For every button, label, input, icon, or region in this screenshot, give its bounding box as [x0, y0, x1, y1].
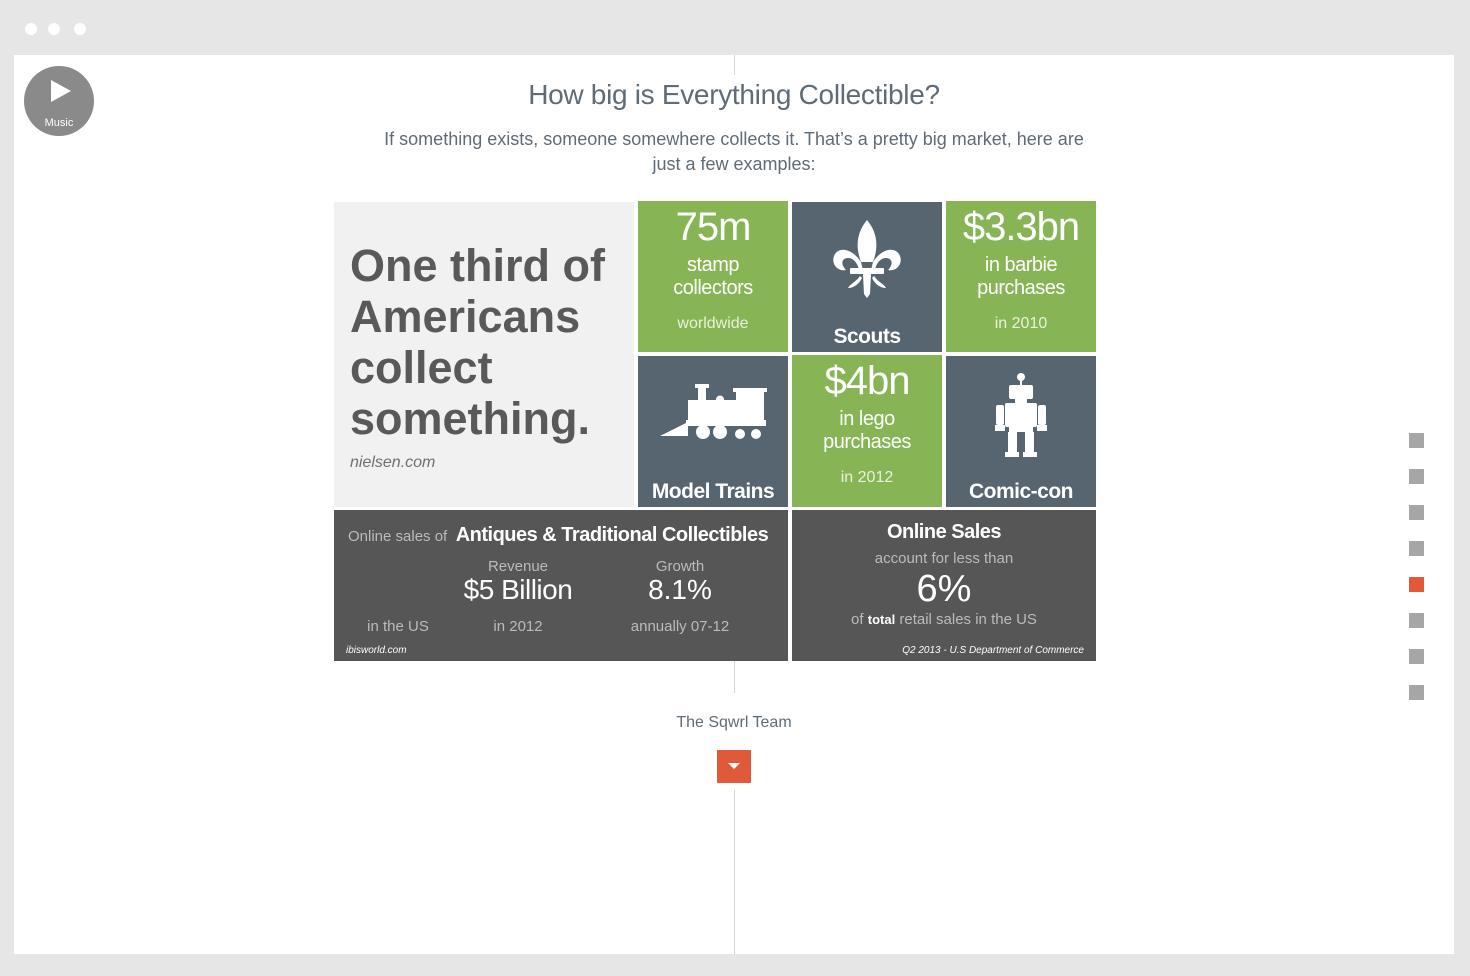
pager-dot[interactable]: [1409, 649, 1424, 664]
timeline-line-bottom: [734, 790, 735, 954]
barbie-number: $3.3bn: [962, 205, 1080, 249]
scroll-down-button[interactable]: [717, 750, 751, 783]
trains-tile: Model Trains: [638, 356, 788, 507]
antiques-title: Antiques & Traditional Collectibles: [455, 524, 769, 546]
lego-note: in 2012: [840, 469, 894, 486]
music-button[interactable]: Music: [24, 66, 94, 136]
page-title: How big is Everything Collectible?: [528, 79, 940, 110]
antiques-period: annually 07-12: [630, 618, 730, 635]
pager-dot[interactable]: [1409, 469, 1424, 484]
revenue-label: Revenue: [487, 558, 549, 575]
stamps-tile: 75m stamp collectors worldwide: [638, 201, 788, 352]
timeline-line-middle: [734, 661, 735, 693]
chevron-down-icon: [728, 763, 740, 769]
online-line-1: account for less than: [874, 550, 1014, 567]
comiccon-label: Comic-con: [968, 480, 1074, 503]
pager-dot[interactable]: [1409, 541, 1424, 556]
quote-line: collect: [350, 342, 493, 393]
antiques-region: in the US: [367, 618, 429, 635]
barbie-line-2: purchases: [977, 277, 1065, 299]
lego-tile: $4bn in lego purchases in 2012: [792, 355, 942, 507]
barbie-note: in 2010: [994, 315, 1048, 332]
barbie-line-1: in barbie: [984, 254, 1058, 276]
revenue-value: $5 Billion: [463, 574, 573, 605]
timeline-line-top: [734, 55, 735, 75]
comiccon-tile: Comic-con: [946, 356, 1096, 507]
stamps-number: 75m: [675, 205, 752, 249]
fleur-de-lis-icon: [833, 220, 901, 298]
stamps-line-1: stamp: [687, 254, 739, 276]
quote-line: Americans: [350, 291, 581, 342]
music-label: Music: [44, 117, 74, 129]
antiques-tile: Online sales of Antiques & Traditional C…: [334, 510, 788, 661]
pager-dot-active[interactable]: [1409, 577, 1424, 592]
quote-source: nielsen.com: [350, 454, 436, 471]
antiques-source: ibisworld.com: [346, 645, 407, 656]
pager-dot[interactable]: [1409, 613, 1424, 628]
antiques-year: in 2012: [493, 618, 543, 635]
lego-line-2: purchases: [823, 431, 911, 453]
pager-dot[interactable]: [1409, 505, 1424, 520]
online-sales-tile: Online Sales account for less than 6% of…: [792, 510, 1096, 661]
stamps-note: worldwide: [677, 315, 749, 332]
scouts-tile: Scouts: [792, 202, 942, 352]
online-line-2: of total retail sales in the US: [792, 611, 1096, 628]
antiques-header: Online sales of Antiques & Traditional C…: [348, 524, 769, 547]
window-minimize-button[interactable]: [48, 23, 60, 35]
online-post: retail sales in the US: [899, 611, 1037, 628]
growth-value: 8.1%: [648, 574, 712, 605]
subtitle-line-2: just a few examples:: [652, 154, 816, 174]
window-close-button[interactable]: [25, 23, 37, 35]
quote-tile: One third of Americans collect something…: [334, 202, 634, 507]
pager-dot[interactable]: [1409, 685, 1424, 700]
robot-icon: [995, 373, 1047, 457]
play-icon: [51, 80, 71, 102]
lego-line-1: in lego: [839, 408, 895, 430]
online-bold: total: [867, 612, 896, 627]
online-title: Online Sales: [886, 521, 1002, 543]
barbie-tile: $3.3bn in barbie purchases in 2010: [946, 201, 1096, 352]
pager-dot[interactable]: [1409, 433, 1424, 448]
antiques-prefix: Online sales of: [348, 528, 448, 545]
lego-number: $4bn: [824, 359, 911, 403]
quote-line: something.: [350, 393, 591, 444]
train-icon: [660, 384, 767, 439]
quote-line: One third of: [350, 240, 605, 291]
scouts-label: Scouts: [833, 325, 901, 348]
window-maximize-button[interactable]: [74, 23, 86, 35]
subtitle-line-1: If something exists, someone somewhere c…: [384, 129, 1084, 149]
online-value: 6%: [916, 568, 972, 610]
growth-label: Growth: [655, 558, 705, 575]
team-credit: The Sqwrl Team: [676, 714, 792, 731]
page-subtitle: If something exists, someone somewhere c…: [334, 127, 1134, 177]
trains-label: Model Trains: [651, 480, 775, 503]
online-source: Q2 2013 - U.S Department of Commerce: [902, 645, 1084, 656]
quote-text: One third of Americans collect something…: [350, 240, 605, 444]
online-pre: of: [851, 611, 864, 628]
page: Music How big is Everything Collectible?…: [14, 55, 1454, 954]
stamps-line-2: collectors: [673, 277, 753, 299]
